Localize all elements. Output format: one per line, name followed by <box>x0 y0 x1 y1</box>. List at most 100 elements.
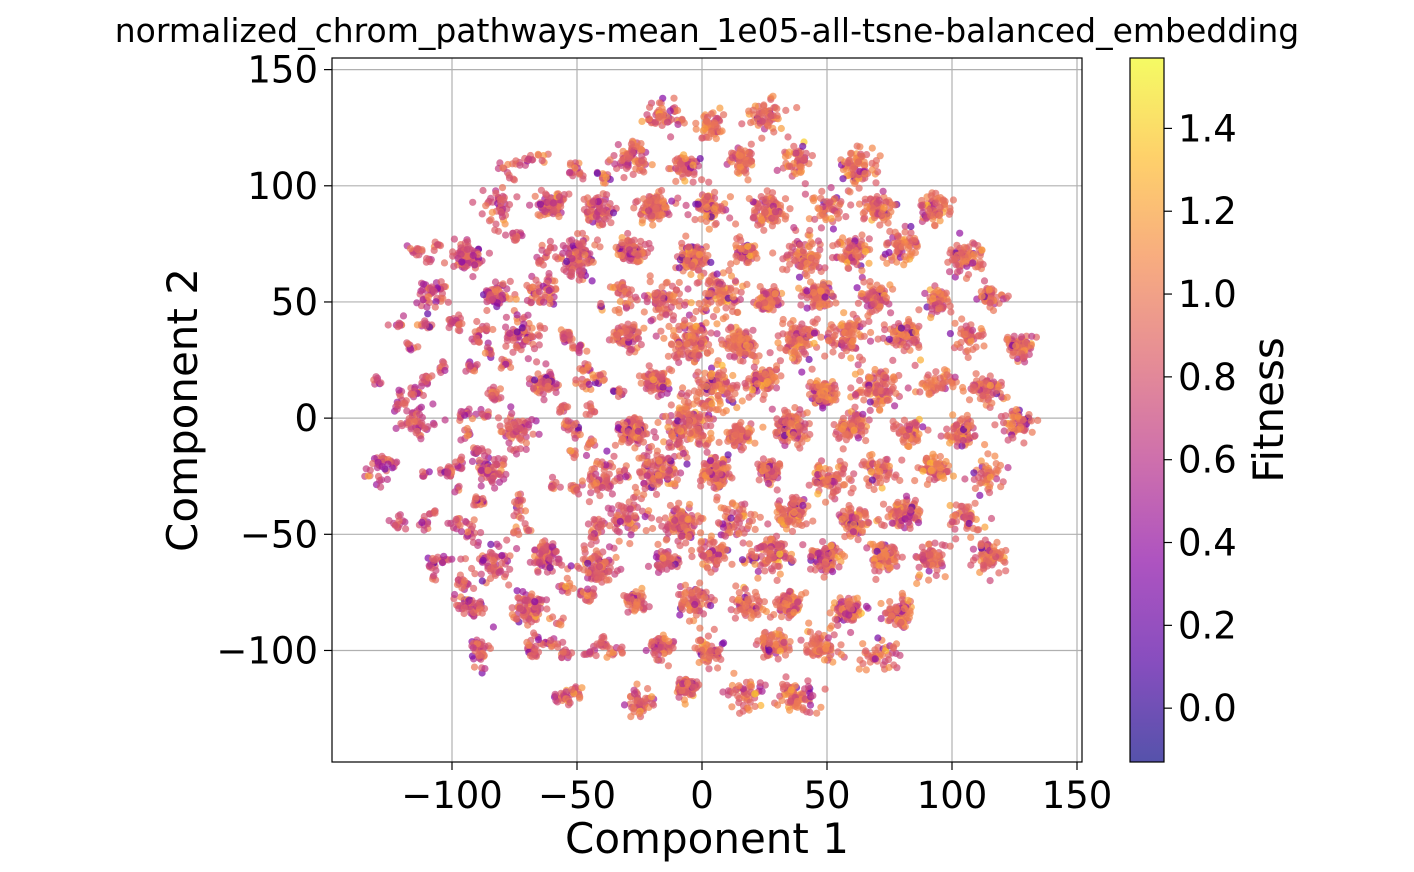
scatter-point <box>707 602 715 610</box>
scatter-point <box>950 425 958 433</box>
scatter-point <box>799 541 807 549</box>
scatter-point <box>539 641 547 649</box>
scatter-point <box>904 596 912 605</box>
scatter-point <box>534 636 543 644</box>
scatter-point <box>859 640 867 648</box>
scatter-point <box>590 515 598 524</box>
scatter-point <box>494 414 503 422</box>
scatter-point <box>457 407 465 416</box>
scatter-point <box>878 651 886 659</box>
scatter-point <box>886 604 894 613</box>
scatter-point <box>827 542 835 550</box>
scatter-point <box>596 460 605 469</box>
scatter-point <box>928 561 936 570</box>
scatter-point <box>540 396 548 404</box>
scatter-point <box>588 554 596 563</box>
scatter-point <box>831 615 839 623</box>
scatter-point <box>564 417 572 425</box>
scatter-point <box>776 647 784 655</box>
scatter-point <box>776 570 784 578</box>
scatter-point <box>886 564 894 573</box>
scatter-point <box>498 551 506 560</box>
scatter-point <box>714 519 723 527</box>
scatter-point <box>567 562 575 570</box>
scatter-point <box>696 579 704 587</box>
scatter-point <box>991 452 999 460</box>
scatter-point <box>486 548 495 556</box>
scatter-point <box>714 392 722 400</box>
scatter-point <box>747 510 755 518</box>
scatter-point <box>790 431 798 439</box>
scatter-point <box>704 415 712 423</box>
scatter-point <box>549 613 557 621</box>
scatter-point <box>662 526 670 534</box>
scatter-point <box>624 515 632 523</box>
scatter-point <box>755 476 763 484</box>
scatter-point <box>638 454 646 462</box>
scatter-point <box>981 441 989 449</box>
scatter-point <box>760 598 769 606</box>
scatter-point <box>764 520 772 528</box>
scatter-point <box>475 652 483 660</box>
scatter-point <box>894 498 902 506</box>
scatter-point <box>580 566 588 574</box>
scatter-point <box>665 637 673 645</box>
scatter-point <box>874 634 882 642</box>
scatter-point <box>678 605 687 614</box>
scatter-point <box>398 422 406 430</box>
scatter-point <box>580 650 588 659</box>
scatter-point <box>828 622 836 630</box>
scatter-point <box>536 550 544 558</box>
scatter-point <box>902 432 911 440</box>
scatter-point <box>493 540 501 548</box>
scatter-point <box>694 368 702 376</box>
scatter-point <box>463 424 471 433</box>
scatter-point <box>868 450 876 459</box>
scatter-point <box>890 661 898 669</box>
scatter-point <box>707 372 715 380</box>
scatter-point <box>562 583 570 591</box>
scatter-point <box>699 376 707 384</box>
scatter-point <box>835 563 843 571</box>
scatter-point <box>751 525 759 534</box>
scatter-point <box>493 460 501 469</box>
scatter-point <box>423 520 432 528</box>
scatter-point <box>906 506 915 514</box>
scatter-point <box>781 651 790 659</box>
scatter-point <box>946 542 954 550</box>
scatter-point <box>879 500 888 508</box>
scatter-point <box>984 450 992 458</box>
scatter-point <box>691 606 699 615</box>
scatter-point <box>612 553 620 562</box>
scatter-point <box>814 549 822 557</box>
scatter-point <box>603 447 611 455</box>
scatter-point <box>735 682 743 690</box>
scatter-point <box>1001 558 1009 566</box>
scatter-point <box>906 607 914 615</box>
scatter-point <box>748 550 756 559</box>
scatter-point <box>862 512 870 521</box>
scatter-point <box>716 400 724 408</box>
scatter-point <box>845 600 853 608</box>
scatter-point <box>804 677 812 685</box>
scatter-point <box>695 637 703 645</box>
scatter-point <box>626 505 635 513</box>
scatter-point <box>517 496 525 504</box>
scatter-point <box>952 535 960 543</box>
scatter-point <box>590 585 598 593</box>
scatter-point <box>551 690 559 698</box>
scatter-point <box>651 651 659 659</box>
scatter-point <box>862 437 870 445</box>
scatter-point <box>699 652 707 660</box>
scatter-point <box>858 520 866 529</box>
scatter-point <box>697 539 705 547</box>
scatter-point <box>543 605 551 613</box>
scatter-point <box>631 483 640 491</box>
scatter-point <box>877 553 885 561</box>
scatter-point <box>417 435 425 443</box>
scatter-point <box>787 686 795 694</box>
scatter-point <box>608 490 617 498</box>
scatter-point <box>438 559 446 567</box>
scatter-point <box>655 457 663 465</box>
scatter-point <box>860 458 868 466</box>
